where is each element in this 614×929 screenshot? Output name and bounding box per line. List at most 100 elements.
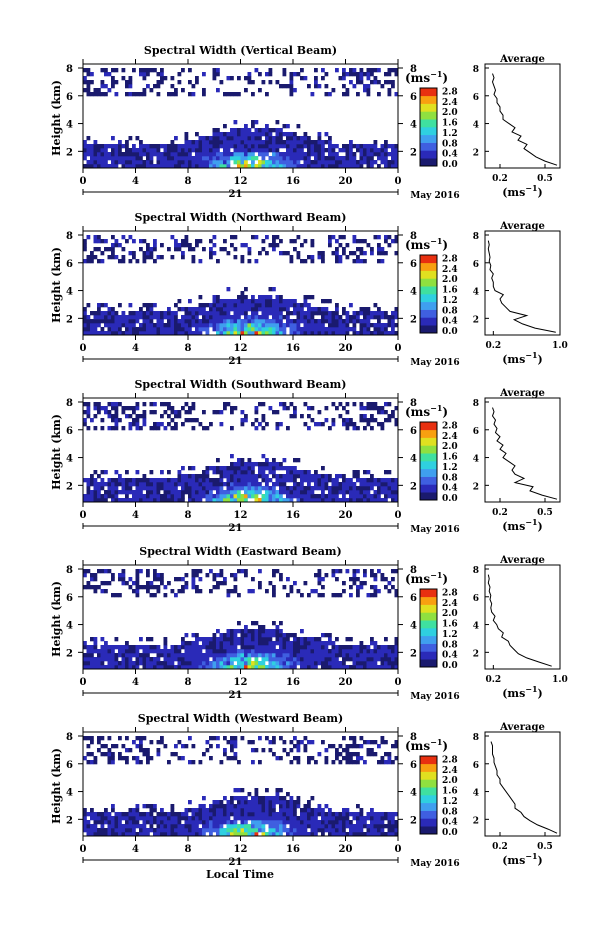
heatmap-cell [212,327,217,332]
heatmap-cell [156,661,161,666]
x-tick-label: 12 [234,343,248,354]
heatmap-cell [310,832,315,837]
heatmap-cell [331,828,336,833]
heatmap-cell [83,319,87,324]
heatmap-cell [282,812,287,817]
colorbar-tick-label: 1.6 [442,453,458,463]
heatmap-cell [352,68,357,73]
heatmap-cell [384,164,388,169]
heatmap-cell [198,311,203,316]
heatmap-cell [86,482,91,487]
heatmap-cell [251,466,255,471]
heatmap-cell [237,92,241,97]
heatmap-cell [226,657,231,662]
heatmap-cell [111,808,115,813]
heatmap-cell [205,494,210,499]
colorbar-swatch [420,325,437,334]
heatmap-cell [160,828,164,833]
heatmap-cell [107,653,112,658]
heatmap-cell [293,661,297,666]
heatmap-cell [244,243,248,248]
heatmap-cell [184,653,189,658]
heatmap-cell [300,331,304,336]
heatmap-cell [310,92,315,97]
heatmap-cell [156,812,161,817]
heatmap-cell [90,148,94,153]
heatmap-cell [107,144,112,149]
heatmap-cell [139,657,143,662]
heatmap-cell [191,323,196,328]
heatmap-cell [240,804,245,809]
heatmap-cell [268,804,273,809]
heatmap-cell [251,295,255,300]
y-tick-label-right: 2 [410,147,417,158]
heatmap-cell [128,577,133,582]
heatmap-cell [132,832,136,837]
heatmap-cell [209,653,213,658]
heatmap-cell [268,243,273,248]
heatmap-cell [209,816,213,821]
heatmap-cell [352,569,357,574]
heatmap-cell [258,641,262,646]
heatmap-cell [195,152,199,157]
heatmap-cell [83,307,87,312]
heatmap-cell [114,820,119,825]
day-label: 21 [229,690,243,701]
heatmap-cell [128,259,133,264]
heatmap-cell [104,665,108,670]
heatmap-cell [244,573,248,578]
y-tick-label-right: 6 [410,593,417,604]
heatmap-cell [254,482,259,487]
heatmap-cell [356,148,360,153]
colorbar-tick-label: 0.8 [442,139,458,149]
heatmap-cell [293,319,297,324]
heatmap-cell [342,478,346,483]
colorbar: 0.00.40.81.21.62.02.42.8 [419,588,458,671]
heatmap-cell [240,255,245,260]
heatmap-cell [293,824,297,829]
heatmap-cell [237,303,241,308]
heatmap-cell [321,259,325,264]
heatmap-cell [233,577,238,582]
heatmap-cell [132,164,136,169]
heatmap-cell [373,645,378,650]
heatmap-cell [205,498,210,503]
heatmap-cell [254,645,259,650]
heatmap-cell [317,649,322,654]
heatmap-cell [170,478,175,483]
heatmap-cell [345,490,350,495]
heatmap-cell [132,820,136,825]
heatmap-cell [282,498,287,503]
heatmap-cell [191,641,196,646]
heatmap-cell [254,478,259,483]
heatmap-cell [380,657,385,662]
heatmap-cell [261,820,266,825]
heatmap-cell [391,577,395,582]
heatmap-cell [279,832,283,837]
heatmap-cell [195,76,199,81]
heatmap-cell [90,80,94,85]
heatmap-cell [321,812,325,817]
colorbar-unit: (ms−1) [405,403,448,419]
heatmap-cell [212,478,217,483]
heatmap-cell [128,148,133,153]
heatmap-cell [254,474,259,479]
heatmap-cell [118,661,122,666]
heatmap-cell [352,327,357,332]
x-tick-label: 0 [395,677,402,688]
heatmap-cell [324,72,329,77]
heatmap-cell [373,661,378,666]
heatmap-cell [254,637,259,642]
heatmap-cell [212,633,217,638]
heatmap-cell [83,816,87,821]
heatmap-cell [216,637,220,642]
heatmap-cell [240,243,245,248]
heatmap-cell [83,140,87,145]
y-tick-label: 2 [66,147,73,158]
heatmap-cell [160,414,164,419]
heatmap-cell [237,760,241,765]
heatmap-cell [170,144,175,149]
heatmap-cell [377,251,381,256]
heatmap-cell [237,136,241,141]
heatmap-cell [177,474,182,479]
